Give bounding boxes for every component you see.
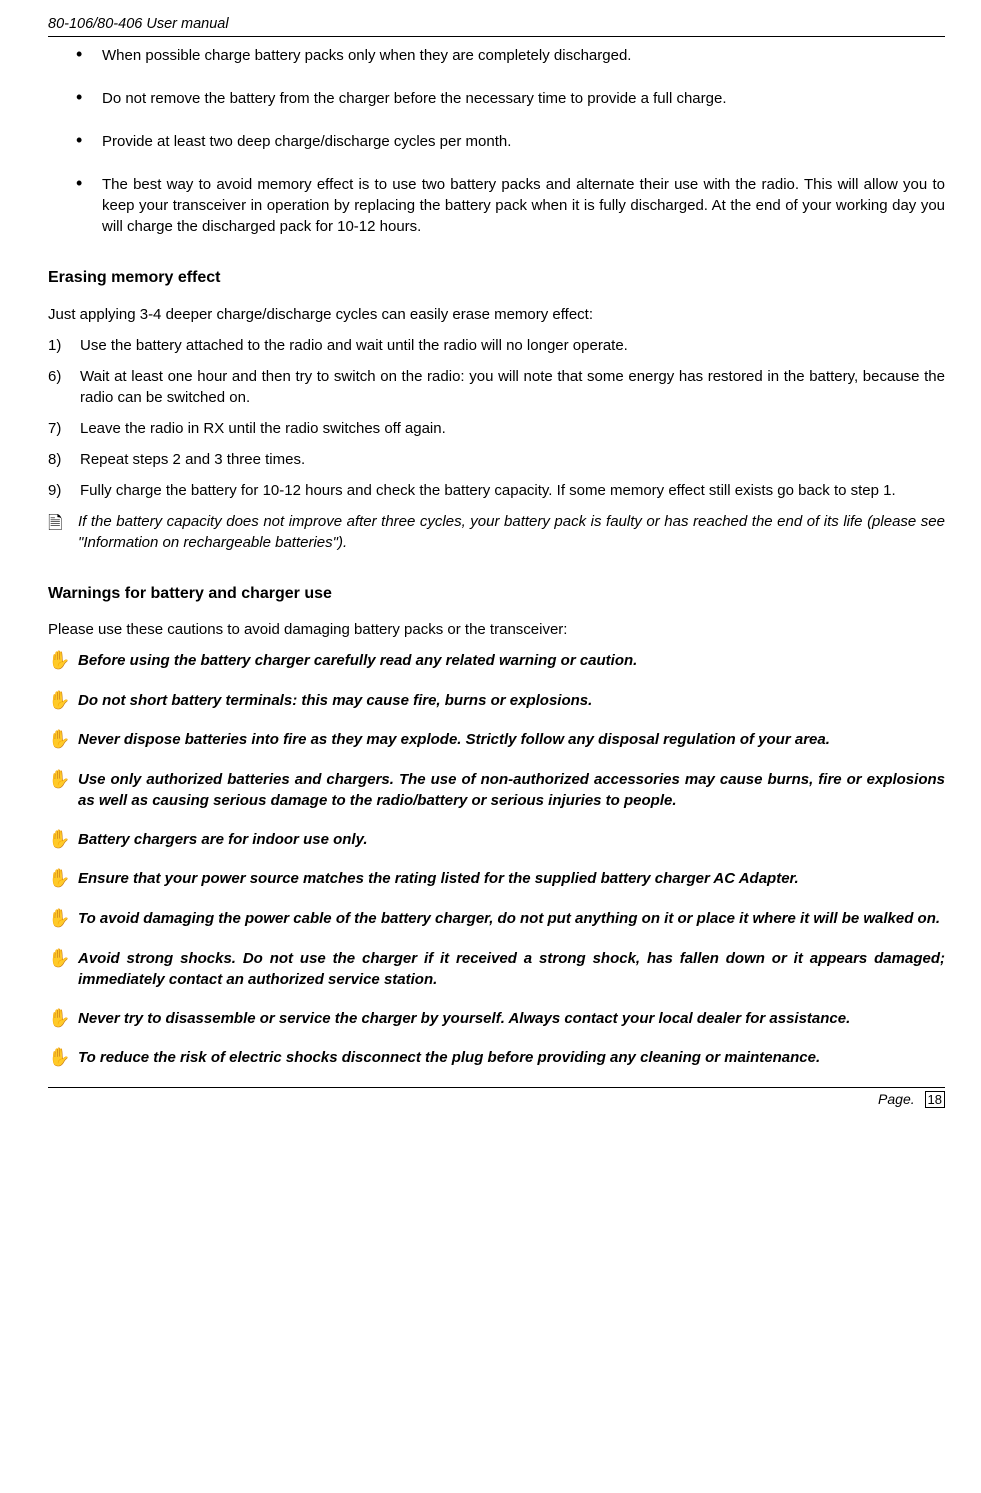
step-item: 8) Repeat steps 2 and 3 three times. bbox=[48, 449, 945, 470]
hand-icon: ✋ bbox=[48, 948, 78, 990]
steps-list: 1) Use the battery attached to the radio … bbox=[48, 335, 945, 501]
bullet-item: When possible charge battery packs only … bbox=[76, 45, 945, 66]
bullet-item: The best way to avoid memory effect is t… bbox=[76, 174, 945, 237]
step-number: 1) bbox=[48, 335, 61, 356]
note-text: If the battery capacity does not improve… bbox=[78, 511, 945, 553]
warning-text: To reduce the risk of electric shocks di… bbox=[78, 1047, 945, 1069]
warning-text: Avoid strong shocks. Do not use the char… bbox=[78, 948, 945, 990]
step-text: Use the battery attached to the radio an… bbox=[80, 337, 628, 354]
warning-item: ✋Ensure that your power source matches t… bbox=[48, 868, 945, 890]
warning-text: Never dispose batteries into fire as the… bbox=[78, 729, 945, 751]
hand-icon: ✋ bbox=[48, 650, 78, 672]
warning-item: ✋Before using the battery charger carefu… bbox=[48, 650, 945, 672]
warning-text: Ensure that your power source matches th… bbox=[78, 868, 945, 890]
step-item: 6) Wait at least one hour and then try to… bbox=[48, 366, 945, 408]
footer: Page. 18 bbox=[48, 1087, 945, 1110]
warning-item: ✋To avoid damaging the power cable of th… bbox=[48, 908, 945, 930]
warning-text: Never try to disassemble or service the … bbox=[78, 1008, 945, 1030]
step-text: Fully charge the battery for 10-12 hours… bbox=[80, 482, 896, 499]
warning-item: ✋Never dispose batteries into fire as th… bbox=[48, 729, 945, 751]
footer-page-number: 18 bbox=[925, 1091, 945, 1109]
bullet-item: Provide at least two deep charge/dischar… bbox=[76, 131, 945, 152]
warning-item: ✋Battery chargers are for indoor use onl… bbox=[48, 829, 945, 851]
warning-text: Before using the battery charger careful… bbox=[78, 650, 945, 672]
section-title-warnings: Warnings for battery and charger use bbox=[48, 583, 945, 605]
note-row: 🗎 If the battery capacity does not impro… bbox=[48, 511, 945, 553]
section-title-erasing: Erasing memory effect bbox=[48, 267, 945, 289]
manual-page: 80-106/80-406 User manual When possible … bbox=[0, 0, 981, 1119]
step-number: 9) bbox=[48, 480, 61, 501]
hand-icon: ✋ bbox=[48, 1047, 78, 1069]
warnings-intro: Please use these cautions to avoid damag… bbox=[48, 619, 945, 640]
step-text: Wait at least one hour and then try to s… bbox=[80, 368, 945, 406]
step-text: Repeat steps 2 and 3 three times. bbox=[80, 451, 305, 468]
warning-item: ✋To reduce the risk of electric shocks d… bbox=[48, 1047, 945, 1069]
header-running-title: 80-106/80-406 User manual bbox=[48, 14, 945, 37]
note-icon: 🗎 bbox=[48, 511, 78, 553]
hand-icon: ✋ bbox=[48, 868, 78, 890]
bullet-list: When possible charge battery packs only … bbox=[76, 45, 945, 237]
step-item: 1) Use the battery attached to the radio … bbox=[48, 335, 945, 356]
warning-item: ✋Do not short battery terminals: this ma… bbox=[48, 690, 945, 712]
bullet-item: Do not remove the battery from the charg… bbox=[76, 88, 945, 109]
step-number: 8) bbox=[48, 449, 61, 470]
warning-text: Battery chargers are for indoor use only… bbox=[78, 829, 945, 851]
warning-item: ✋Avoid strong shocks. Do not use the cha… bbox=[48, 948, 945, 990]
step-item: 9) Fully charge the battery for 10-12 hou… bbox=[48, 480, 945, 501]
hand-icon: ✋ bbox=[48, 1008, 78, 1030]
hand-icon: ✋ bbox=[48, 769, 78, 811]
step-number: 6) bbox=[48, 366, 61, 387]
hand-icon: ✋ bbox=[48, 908, 78, 930]
warning-text: Use only authorized batteries and charge… bbox=[78, 769, 945, 811]
hand-icon: ✋ bbox=[48, 690, 78, 712]
erasing-intro: Just applying 3-4 deeper charge/discharg… bbox=[48, 304, 945, 325]
step-number: 7) bbox=[48, 418, 61, 439]
footer-label: Page. bbox=[878, 1091, 915, 1107]
warning-item: ✋Never try to disassemble or service the… bbox=[48, 1008, 945, 1030]
warnings-list: ✋Before using the battery charger carefu… bbox=[48, 650, 945, 1069]
step-text: Leave the radio in RX until the radio sw… bbox=[80, 420, 446, 437]
warning-text: To avoid damaging the power cable of the… bbox=[78, 908, 945, 930]
hand-icon: ✋ bbox=[48, 729, 78, 751]
step-item: 7) Leave the radio in RX until the radio … bbox=[48, 418, 945, 439]
warning-item: ✋Use only authorized batteries and charg… bbox=[48, 769, 945, 811]
warning-text: Do not short battery terminals: this may… bbox=[78, 690, 945, 712]
hand-icon: ✋ bbox=[48, 829, 78, 851]
